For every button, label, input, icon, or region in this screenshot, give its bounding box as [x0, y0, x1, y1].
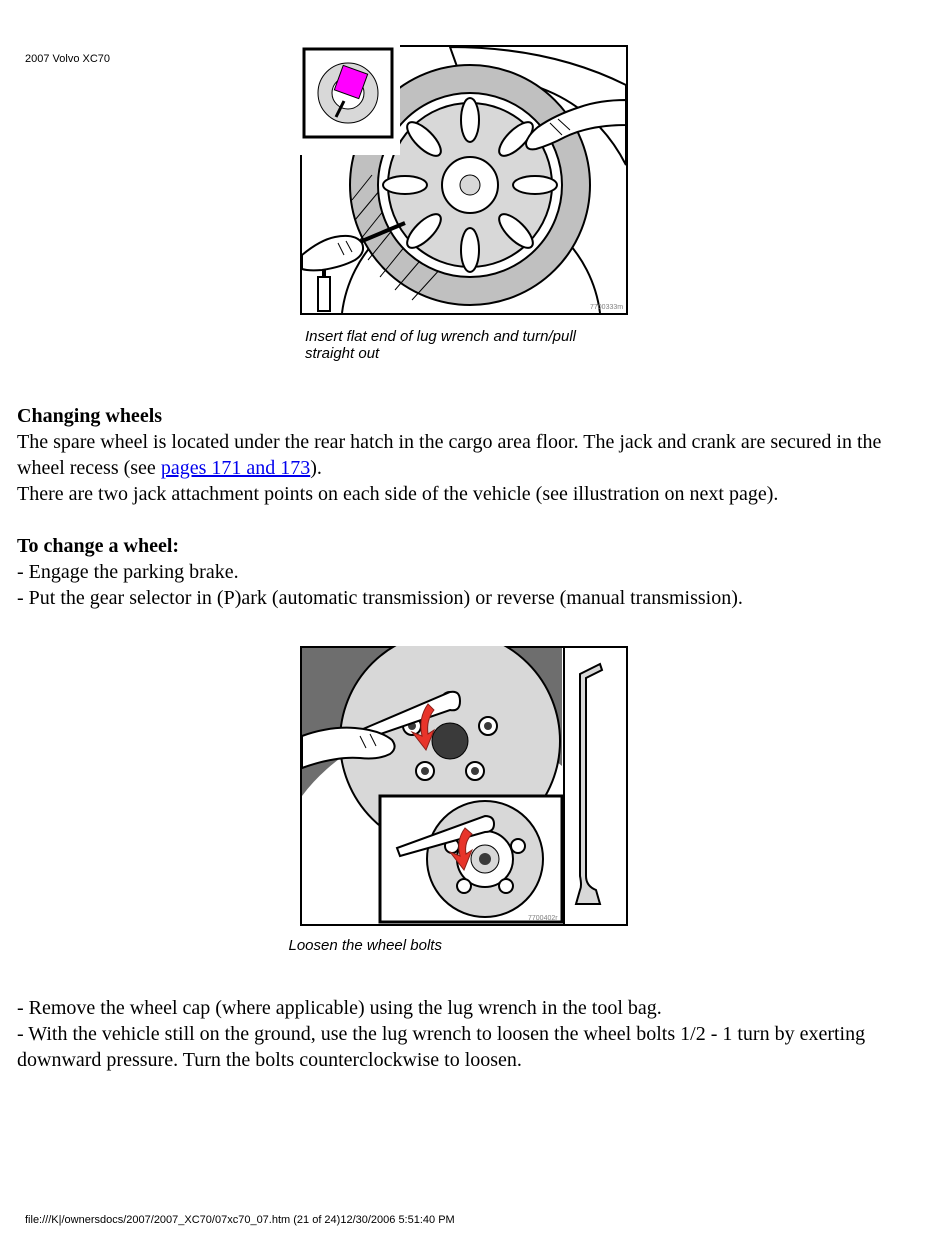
para-1a: The spare wheel is located under the rea…: [17, 431, 881, 479]
sub-title: To change a wheel:: [17, 535, 179, 557]
para-1c: There are two jack attachment points on …: [17, 483, 778, 505]
pages-link[interactable]: pages 171 and 173: [161, 457, 310, 479]
figure-1-caption: Insert flat end of lug wrench and turn/p…: [305, 328, 625, 362]
figure-2-caption: Loosen the wheel bolts: [289, 937, 609, 954]
svg-text:7700333m: 7700333m: [590, 304, 623, 311]
page-header: 2007 Volvo XC70: [25, 53, 110, 65]
section-to-change-wheel: To change a wheel: - Engage the parking …: [0, 533, 927, 611]
section-steps-continued: - Remove the wheel cap (where applicable…: [0, 995, 927, 1073]
svg-text:7700402r: 7700402r: [528, 915, 558, 922]
step-3: - Remove the wheel cap (where applicable…: [17, 997, 662, 1019]
figure-2-svg: 7700402r: [300, 646, 628, 926]
step-1: - Engage the parking brake.: [17, 561, 239, 583]
section-changing-wheels: Changing wheels The spare wheel is locat…: [0, 403, 927, 507]
step-4: - With the vehicle still on the ground, …: [17, 1023, 865, 1071]
page-footer: file:///K|/ownersdocs/2007/2007_XC70/07x…: [25, 1214, 455, 1226]
para-1b: ).: [310, 457, 322, 479]
figure-1: 7700333m Insert flat end of lug wrench a…: [0, 45, 927, 363]
section-title: Changing wheels: [17, 405, 162, 427]
figure-1-svg: 7700333m: [300, 45, 628, 315]
step-2: - Put the gear selector in (P)ark (autom…: [17, 587, 743, 609]
figure-2: 7700402r Loosen the wheel bolts: [0, 646, 927, 955]
